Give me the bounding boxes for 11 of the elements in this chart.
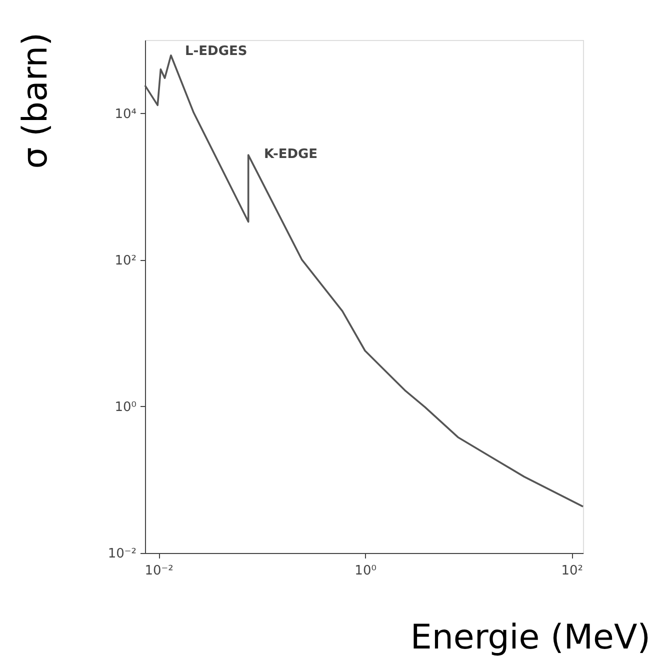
y-tick-label: 10⁴ <box>114 106 136 122</box>
x-tick-label: 10⁰ <box>354 564 376 578</box>
y-tick-label: 10⁰ <box>114 400 136 415</box>
x-tick-label: 10⁻² <box>144 564 174 578</box>
y-tick-label: 10² <box>114 253 136 268</box>
x-tick-label: 10² <box>561 564 583 578</box>
annotation: L-EDGES <box>185 44 248 59</box>
annotation: K-EDGE <box>264 147 318 162</box>
y-axis-title: σ (barn) <box>16 32 56 169</box>
x-axis-title: Energie (MeV) <box>410 618 650 656</box>
y-tick-label: 10⁻² <box>108 546 136 562</box>
